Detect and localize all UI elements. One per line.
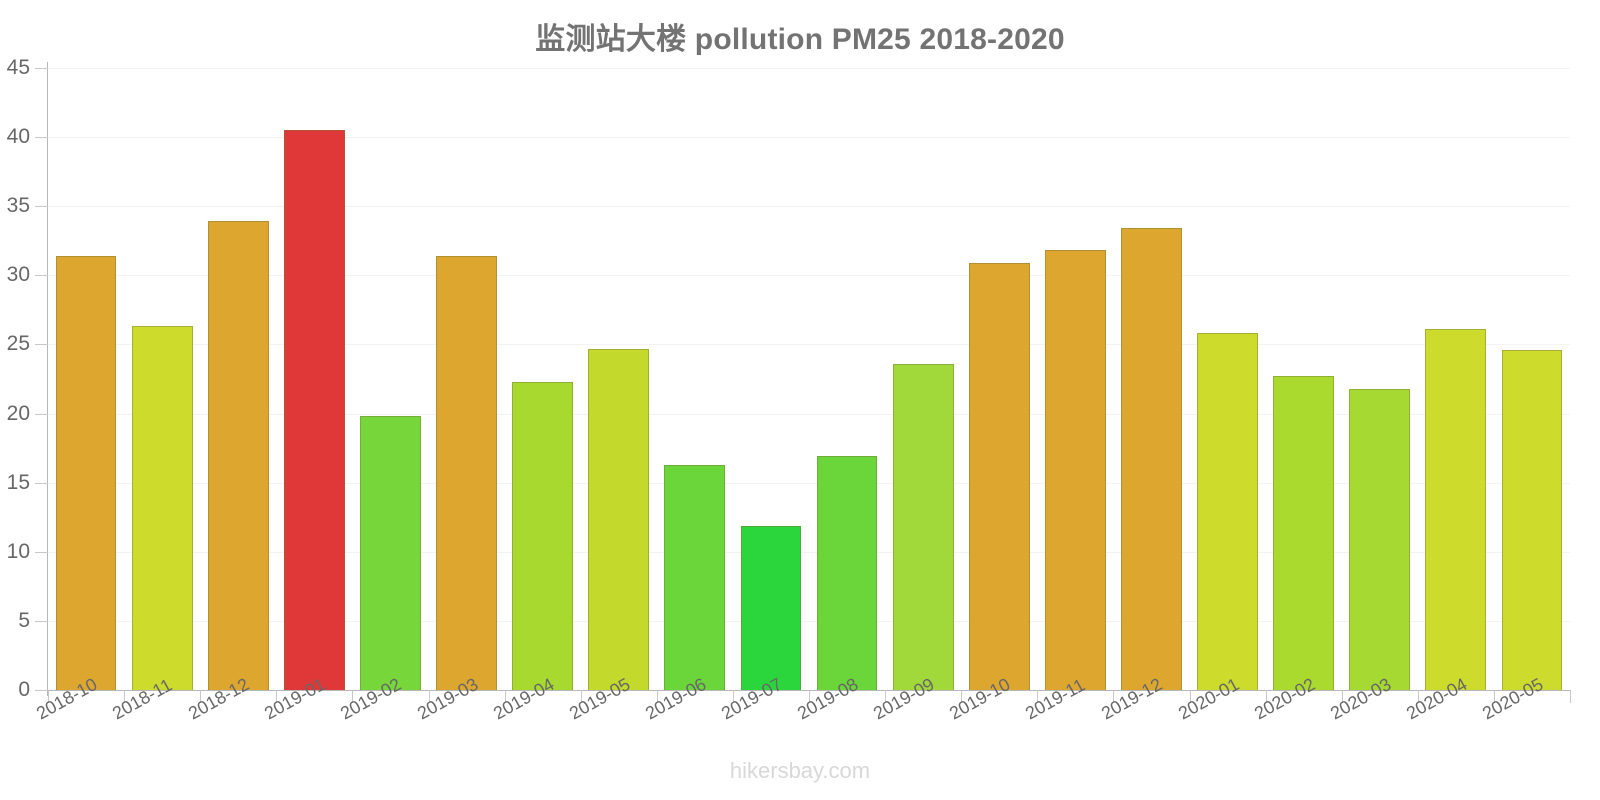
x-tick-mark <box>732 690 734 703</box>
bar[interactable] <box>131 326 193 690</box>
y-tick-mark <box>35 68 48 69</box>
x-tick-mark <box>1417 690 1419 703</box>
y-tick-mark <box>35 690 48 691</box>
x-tick-mark <box>1189 690 1191 703</box>
y-tick-label: 0 <box>18 678 30 701</box>
x-tick-mark <box>48 690 49 703</box>
x-tick-mark <box>580 690 582 703</box>
bar[interactable] <box>1501 349 1563 690</box>
x-tick-mark <box>1341 690 1343 703</box>
y-tick-label: 45 <box>6 56 30 79</box>
y-tick-mark <box>35 482 48 484</box>
y-tick-mark <box>35 344 48 346</box>
bar[interactable] <box>664 464 726 690</box>
x-axis-line <box>35 690 1570 691</box>
bar[interactable] <box>283 130 345 690</box>
x-tick-mark <box>504 690 506 703</box>
y-tick-label: 15 <box>6 470 30 494</box>
gridline <box>48 413 1570 415</box>
bar[interactable] <box>588 348 650 690</box>
bar[interactable] <box>360 416 421 690</box>
y-tick-label: 25 <box>6 332 30 356</box>
x-tick-mark <box>809 690 810 703</box>
gridline <box>48 482 1570 484</box>
x-tick-mark <box>124 690 126 703</box>
x-tick-mark <box>200 690 202 703</box>
x-tick-mark <box>276 690 278 703</box>
y-tick-label: 20 <box>6 401 30 425</box>
gridline <box>48 344 1570 346</box>
x-tick-mark <box>885 690 887 703</box>
x-tick-mark <box>1265 690 1267 703</box>
bar[interactable] <box>512 381 574 690</box>
x-tick-mark <box>961 690 963 703</box>
y-tick-mark <box>35 551 48 553</box>
x-tick-mark <box>352 690 354 703</box>
chart-title: 监测站大楼 pollution PM25 2018-2020 <box>535 23 1065 56</box>
bar[interactable] <box>1273 376 1335 690</box>
bar[interactable] <box>740 525 802 690</box>
y-tick-mark <box>35 275 48 277</box>
bar[interactable] <box>816 456 878 690</box>
x-tick-mark <box>656 690 658 703</box>
y-tick-mark <box>35 137 48 139</box>
x-tick-mark <box>1570 690 1571 703</box>
bar[interactable] <box>892 363 954 690</box>
bar[interactable] <box>1044 250 1106 690</box>
bar[interactable] <box>968 262 1030 690</box>
y-tick-mark <box>35 620 48 622</box>
y-tick-mark <box>35 206 48 208</box>
y-tick-mark <box>35 413 48 415</box>
gridline <box>48 551 1570 553</box>
y-tick-label: 30 <box>6 263 30 287</box>
x-tick-mark <box>428 690 430 703</box>
bar[interactable] <box>1121 228 1182 690</box>
plot-area <box>48 68 1570 690</box>
bar[interactable] <box>436 255 497 690</box>
y-tick-label: 5 <box>18 608 30 632</box>
bar[interactable] <box>1197 333 1258 690</box>
gridline <box>48 206 1570 208</box>
gridline <box>48 68 1570 69</box>
bar[interactable] <box>1425 329 1487 690</box>
bar[interactable] <box>207 221 269 690</box>
x-tick-mark <box>1493 690 1495 703</box>
y-tick-label: 35 <box>6 194 30 218</box>
bar[interactable] <box>1349 388 1411 690</box>
gridline <box>48 275 1570 277</box>
y-axis-line <box>47 62 48 696</box>
x-tick-mark <box>1113 690 1115 703</box>
footer-credit: hikersbay.com <box>729 758 871 783</box>
gridline <box>48 620 1570 622</box>
x-tick-mark <box>1037 690 1039 703</box>
bar[interactable] <box>55 255 117 690</box>
y-tick-label: 40 <box>6 125 30 149</box>
gridline <box>48 137 1570 139</box>
y-tick-label: 10 <box>6 539 30 563</box>
